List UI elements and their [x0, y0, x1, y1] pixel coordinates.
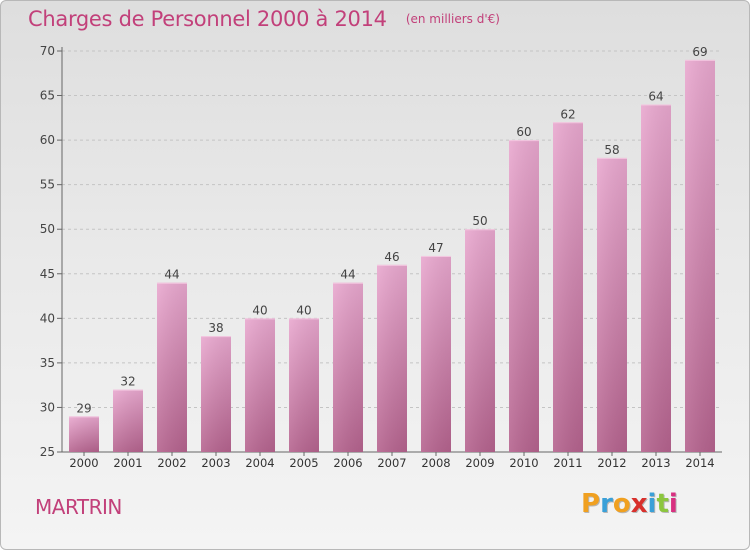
- bar-shade: [201, 336, 231, 452]
- logo-letter: o: [612, 489, 631, 519]
- data-label: 40: [296, 303, 311, 317]
- bar-shade: [333, 282, 363, 452]
- bar-shade: [597, 157, 627, 452]
- data-label: 69: [692, 45, 707, 59]
- x-tick-label: 2009: [465, 456, 494, 470]
- bar-shade: [421, 255, 451, 452]
- x-tick-label: 2006: [333, 456, 362, 470]
- x-tick-label: 2014: [685, 456, 714, 470]
- data-label: 47: [428, 241, 443, 255]
- bar-shade: [377, 264, 407, 452]
- x-tick-label: 2011: [553, 456, 582, 470]
- bars: [69, 59, 715, 453]
- logo-letter: t: [656, 489, 669, 519]
- data-label: 29: [76, 401, 91, 415]
- y-tick-label: 65: [40, 89, 55, 103]
- chart-subtitle: (en milliers d'€): [405, 12, 500, 26]
- y-tick-label: 50: [40, 222, 55, 236]
- data-label: 44: [340, 268, 355, 282]
- bar-shade: [157, 282, 187, 452]
- data-labels: 29 32 44 38 40 40 44 46 47 50 60 62 58 64 69: [76, 45, 707, 415]
- bar-shade: [113, 389, 143, 452]
- bar-shade: [465, 229, 495, 452]
- x-tick-label: 2005: [289, 456, 318, 470]
- y-tick-label: 70: [40, 44, 55, 58]
- data-label: 40: [252, 303, 267, 317]
- logo-letter: i: [647, 489, 657, 519]
- data-label: 46: [384, 250, 399, 264]
- bar-shade: [685, 59, 715, 453]
- bar-shade: [553, 122, 583, 453]
- x-tick-label: 2010: [509, 456, 538, 470]
- data-label: 44: [164, 268, 179, 282]
- data-label: 32: [120, 375, 135, 389]
- x-tick-label: 2012: [597, 456, 626, 470]
- chart-title: Charges de Personnel 2000 à 2014: [28, 7, 387, 31]
- data-label: 62: [560, 107, 575, 121]
- x-tick-label: 2003: [201, 456, 230, 470]
- logo-letter: i: [668, 489, 678, 519]
- bar-shade: [289, 318, 319, 452]
- y-tick-label: 45: [40, 267, 55, 281]
- y-tick-label: 35: [40, 356, 55, 370]
- data-label: 50: [472, 214, 487, 228]
- data-label: 64: [648, 89, 663, 103]
- title-row: Charges de Personnel 2000 à 2014 (en mil…: [28, 7, 500, 31]
- bar-shade: [69, 416, 99, 452]
- bar-chart: 25 30 35 40 45 50 55 60 65 70 2000 2001 2002 2003 2004…: [40, 44, 722, 470]
- data-label: 38: [208, 321, 223, 335]
- data-label: 60: [516, 125, 531, 139]
- bar-shade: [509, 140, 539, 452]
- logo-letter: x: [630, 489, 648, 519]
- x-tick-label: 2002: [157, 456, 186, 470]
- y-tick-label: 40: [40, 311, 55, 325]
- x-tick-label: 2004: [245, 456, 274, 470]
- bar-shade: [245, 318, 275, 452]
- bar-shade: [641, 104, 671, 452]
- logo-letter: P: [581, 489, 601, 519]
- x-tick-label: 2001: [113, 456, 142, 470]
- logo-letter: r: [600, 489, 613, 519]
- x-tick-label: 2007: [377, 456, 406, 470]
- commune-name: MARTRIN: [35, 495, 122, 519]
- proxiti-logo[interactable]: Proxiti: [581, 489, 678, 519]
- y-tick-label: 60: [40, 133, 55, 147]
- y-tick-label: 25: [40, 445, 55, 459]
- y-tick-label: 30: [40, 400, 55, 414]
- y-tick-label: 55: [40, 178, 55, 192]
- x-tick-label: 2008: [421, 456, 450, 470]
- x-tick-label: 2000: [69, 456, 98, 470]
- x-tick-label: 2013: [641, 456, 670, 470]
- data-label: 58: [604, 143, 619, 157]
